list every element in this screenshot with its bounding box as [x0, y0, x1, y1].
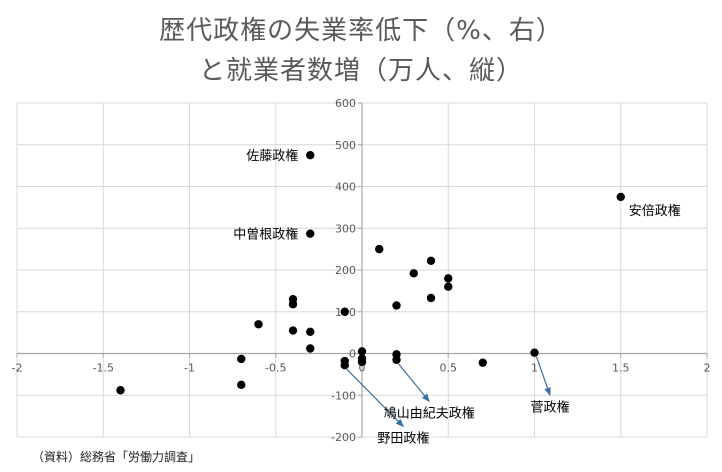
y-tick-label: -200 [331, 431, 356, 444]
annotation-arrow [346, 368, 404, 428]
x-tick-label: 0 [359, 362, 366, 375]
y-tick-label: 0 [349, 348, 356, 361]
y-tick-label: 200 [335, 264, 356, 277]
data-point [426, 293, 436, 303]
y-tick-label: 500 [335, 139, 356, 152]
x-tick-label: -2 [12, 362, 23, 375]
y-tick-label: 400 [335, 181, 356, 194]
data-point [306, 229, 315, 238]
annotation-label: 佐藤政権 [246, 148, 298, 164]
x-tick-label: 1.5 [612, 362, 630, 375]
annotation-label: 野田政権 [377, 431, 429, 447]
data-point [426, 256, 436, 266]
data-point [530, 348, 539, 357]
data-point [357, 347, 367, 356]
data-point [444, 282, 453, 291]
y-tick-label: 300 [335, 222, 356, 235]
x-tick-label: -1 [184, 362, 195, 375]
data-point [306, 344, 315, 353]
annotation-label: 菅政権 [531, 399, 570, 415]
x-tick-label: 0.5 [440, 362, 458, 375]
chart-title-line-1: 歴代政権の失業率低下（%、右） [159, 16, 563, 46]
data-point [392, 301, 401, 310]
y-tick-label: -100 [331, 389, 356, 402]
data-point [340, 307, 349, 316]
source-note: （資料）総務省「労働力調査」 [32, 450, 201, 464]
x-tick-label: 1 [531, 362, 538, 375]
data-point [254, 320, 263, 329]
annotation-label: 安倍政権 [629, 203, 681, 219]
data-point [444, 274, 453, 283]
annotation-label: 中曽根政権 [233, 227, 298, 243]
data-point [375, 244, 384, 254]
data-point [357, 357, 367, 367]
data-point [409, 269, 418, 278]
data-point [340, 360, 349, 370]
data-point [288, 326, 298, 335]
annotation-arrow [535, 356, 551, 397]
data-point [478, 358, 487, 367]
data-point [616, 192, 625, 202]
data-point [392, 355, 401, 364]
y-tick-label: 600 [335, 97, 356, 110]
x-tick-label: 2 [704, 362, 711, 375]
data-point [116, 386, 125, 395]
data-point [237, 354, 246, 364]
x-tick-label: -1.5 [93, 362, 114, 375]
chart-title-line-2: と就業者数増（万人、縦） [198, 56, 523, 86]
annotation-label: 鳩山由紀夫政権 [384, 406, 475, 422]
data-point [237, 380, 246, 390]
data-point [288, 300, 298, 309]
annotation-arrows [346, 356, 551, 428]
annotation-arrow [398, 363, 430, 403]
x-tick-label: -0.5 [265, 362, 286, 375]
data-point [306, 327, 315, 336]
data-point [306, 150, 315, 160]
data-points [116, 150, 625, 395]
